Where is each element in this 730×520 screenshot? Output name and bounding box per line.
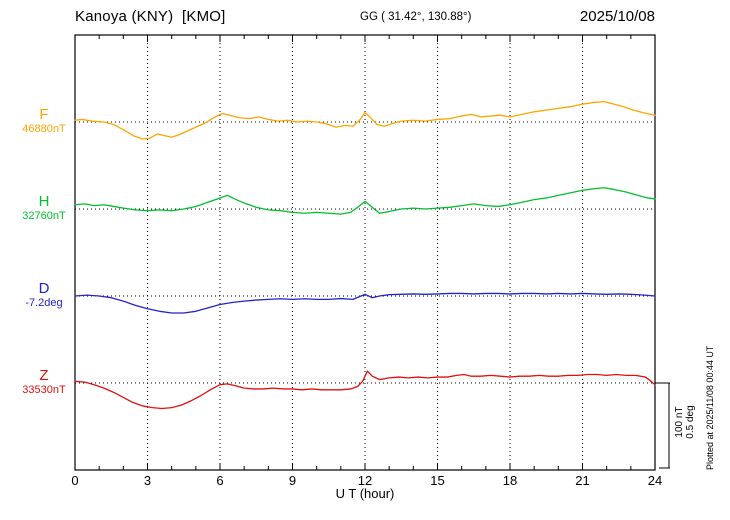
series-baseline-D: -7.2deg	[25, 297, 63, 309]
plot-frame	[74, 34, 656, 471]
x-axis-label: U T (hour)	[335, 486, 395, 501]
series-letter-D: D	[38, 280, 50, 297]
station-title: Kanoya (KNY) [KMO]	[75, 8, 226, 25]
geographic-coords: GG ( 31.42°, 130.88°)	[360, 11, 472, 23]
series-label-F: F 46880nT	[12, 107, 76, 136]
scale-nt-label: 100 nT	[674, 406, 685, 438]
series-letter-Z: Z	[39, 367, 49, 384]
trace-D	[74, 292, 656, 314]
trace-Z	[74, 370, 656, 410]
scale-bar-label: 100 nT 0.5 deg	[674, 394, 696, 450]
trace-F	[74, 100, 656, 140]
series-baseline-H: 32760nT	[22, 210, 66, 222]
series-letter-F: F	[39, 106, 49, 123]
series-label-H: H 32760nT	[12, 194, 76, 223]
series-label-D: D -7.2deg	[12, 281, 76, 310]
plotted-at-note: Plotted at 2025/11/08 00:44 UT	[705, 345, 715, 470]
scale-deg-label: 0.5 deg	[685, 405, 696, 439]
trace-H	[74, 187, 656, 215]
plot-date: 2025/10/08	[579, 8, 655, 25]
series-label-Z: Z 33530nT	[12, 368, 76, 397]
series-baseline-F: 46880nT	[22, 123, 66, 135]
series-baseline-Z: 33530nT	[22, 384, 66, 396]
series-letter-H: H	[38, 193, 50, 210]
